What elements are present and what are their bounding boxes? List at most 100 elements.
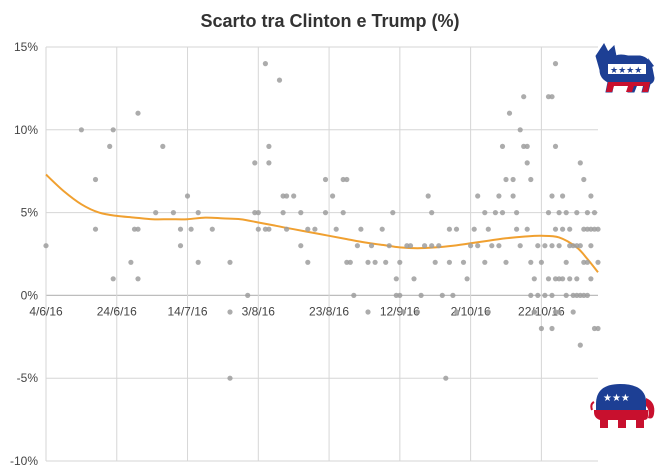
y-tick-label: 0% (21, 288, 39, 302)
data-point (298, 210, 304, 216)
data-point (333, 226, 339, 232)
data-point (464, 276, 470, 282)
data-point (227, 309, 233, 315)
data-point (397, 259, 403, 265)
data-point (542, 292, 548, 298)
data-point (517, 243, 523, 249)
data-point (383, 259, 389, 265)
data-point (262, 61, 268, 67)
data-point (567, 276, 573, 282)
data-point (560, 226, 566, 232)
grid-layer (45, 46, 598, 462)
data-point (549, 325, 555, 332)
data-point (446, 259, 452, 265)
data-point (92, 176, 99, 183)
data-point (407, 243, 414, 249)
data-point (588, 243, 594, 249)
data-point (284, 193, 290, 199)
y-tick-label: -10% (10, 454, 38, 467)
data-point (135, 226, 141, 232)
data-point (574, 276, 580, 282)
data-point (322, 176, 329, 183)
data-point (266, 143, 272, 149)
data-point (107, 143, 113, 149)
data-point (255, 210, 261, 216)
data-point (432, 259, 438, 265)
data-point (556, 243, 562, 249)
data-point (266, 226, 272, 232)
data-point (365, 309, 371, 315)
data-point (358, 226, 364, 232)
data-point (110, 276, 116, 282)
data-point (499, 143, 506, 149)
data-point (439, 292, 445, 298)
data-point (390, 210, 396, 216)
data-point (570, 243, 576, 249)
data-point (400, 309, 406, 315)
data-point (344, 176, 350, 183)
data-point (560, 276, 566, 282)
data-point (330, 193, 336, 199)
data-point (556, 210, 562, 216)
x-tick-label: 3/8/16 (242, 304, 276, 318)
data-point (521, 94, 527, 100)
data-point (489, 243, 495, 249)
data-point (471, 226, 477, 232)
data-point (429, 210, 435, 216)
data-point (351, 292, 357, 298)
data-point (538, 259, 545, 265)
data-point (110, 127, 116, 133)
data-point (588, 276, 594, 282)
x-tick-label: 22/10/16 (518, 304, 565, 318)
chart-title: Scarto tra Clinton e Trump (%) (200, 11, 459, 31)
data-point (347, 259, 353, 265)
data-point (492, 210, 498, 216)
data-point (584, 210, 591, 216)
data-point (563, 259, 569, 265)
data-point (411, 276, 417, 282)
point-layer (43, 61, 601, 381)
data-point (255, 226, 261, 232)
data-point (305, 259, 311, 265)
data-point (443, 375, 449, 381)
data-point (453, 226, 460, 232)
y-tick-label: 10% (14, 123, 38, 137)
data-point (549, 292, 555, 298)
data-point (549, 193, 555, 199)
data-point (379, 226, 385, 232)
data-point (78, 127, 84, 133)
data-point (595, 259, 601, 265)
data-point (560, 193, 566, 199)
data-point (422, 243, 428, 249)
x-tick-label: 24/6/16 (97, 304, 137, 318)
data-point (542, 243, 548, 249)
data-point (227, 259, 233, 265)
data-point (453, 309, 460, 315)
data-point (280, 210, 286, 216)
data-point (92, 226, 99, 232)
data-point (545, 210, 552, 216)
data-point (195, 259, 201, 265)
x-tick-label: 23/8/16 (309, 304, 349, 318)
data-point (524, 143, 530, 149)
data-point (209, 226, 215, 232)
data-point (418, 292, 424, 298)
democrat-donkey-icon: ★★★★ (595, 43, 655, 93)
data-point (414, 309, 421, 315)
data-point (184, 193, 191, 199)
data-point (581, 226, 587, 232)
data-point (531, 276, 537, 282)
data-point (386, 243, 392, 249)
data-point (528, 259, 534, 265)
data-point (545, 276, 552, 282)
data-point (177, 243, 184, 249)
data-point (496, 243, 502, 249)
data-point (482, 210, 488, 216)
data-point (549, 94, 555, 100)
data-point (535, 292, 541, 298)
data-point (552, 276, 559, 282)
data-point (284, 226, 290, 232)
data-point (291, 193, 297, 199)
